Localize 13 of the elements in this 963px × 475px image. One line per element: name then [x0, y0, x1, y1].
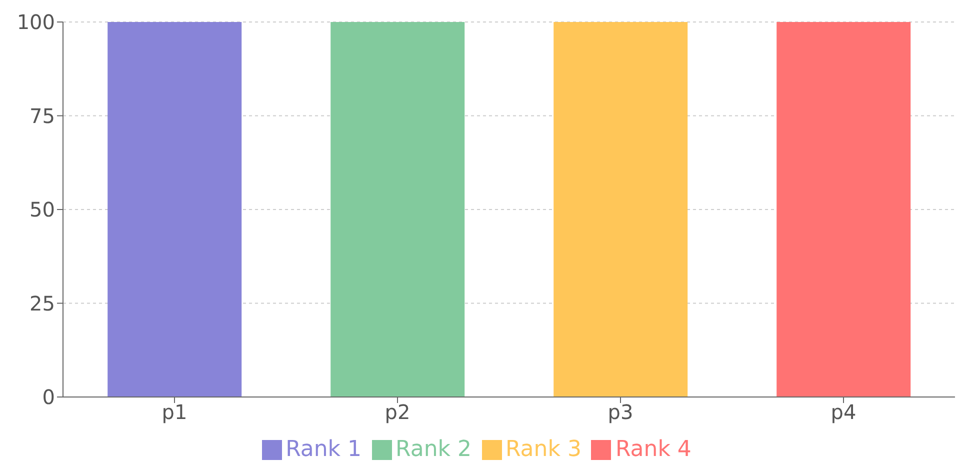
- x-tick-label: p1: [162, 400, 188, 424]
- y-tick-label: 100: [16, 10, 55, 34]
- legend-label: Rank 4: [615, 437, 692, 462]
- x-tick-label: p4: [830, 400, 856, 424]
- legend-label: Rank 3: [506, 437, 582, 462]
- x-tick-label: p3: [608, 400, 634, 424]
- x-tick-label: p2: [384, 400, 410, 424]
- legend-label: Rank 2: [396, 437, 472, 462]
- y-tick-label: 25: [30, 291, 55, 316]
- y-tick-label: 75: [30, 104, 55, 128]
- legend-label: Rank 1: [286, 437, 362, 462]
- y-tick-label: 0: [42, 385, 55, 410]
- y-tick-label: 50: [30, 198, 55, 222]
